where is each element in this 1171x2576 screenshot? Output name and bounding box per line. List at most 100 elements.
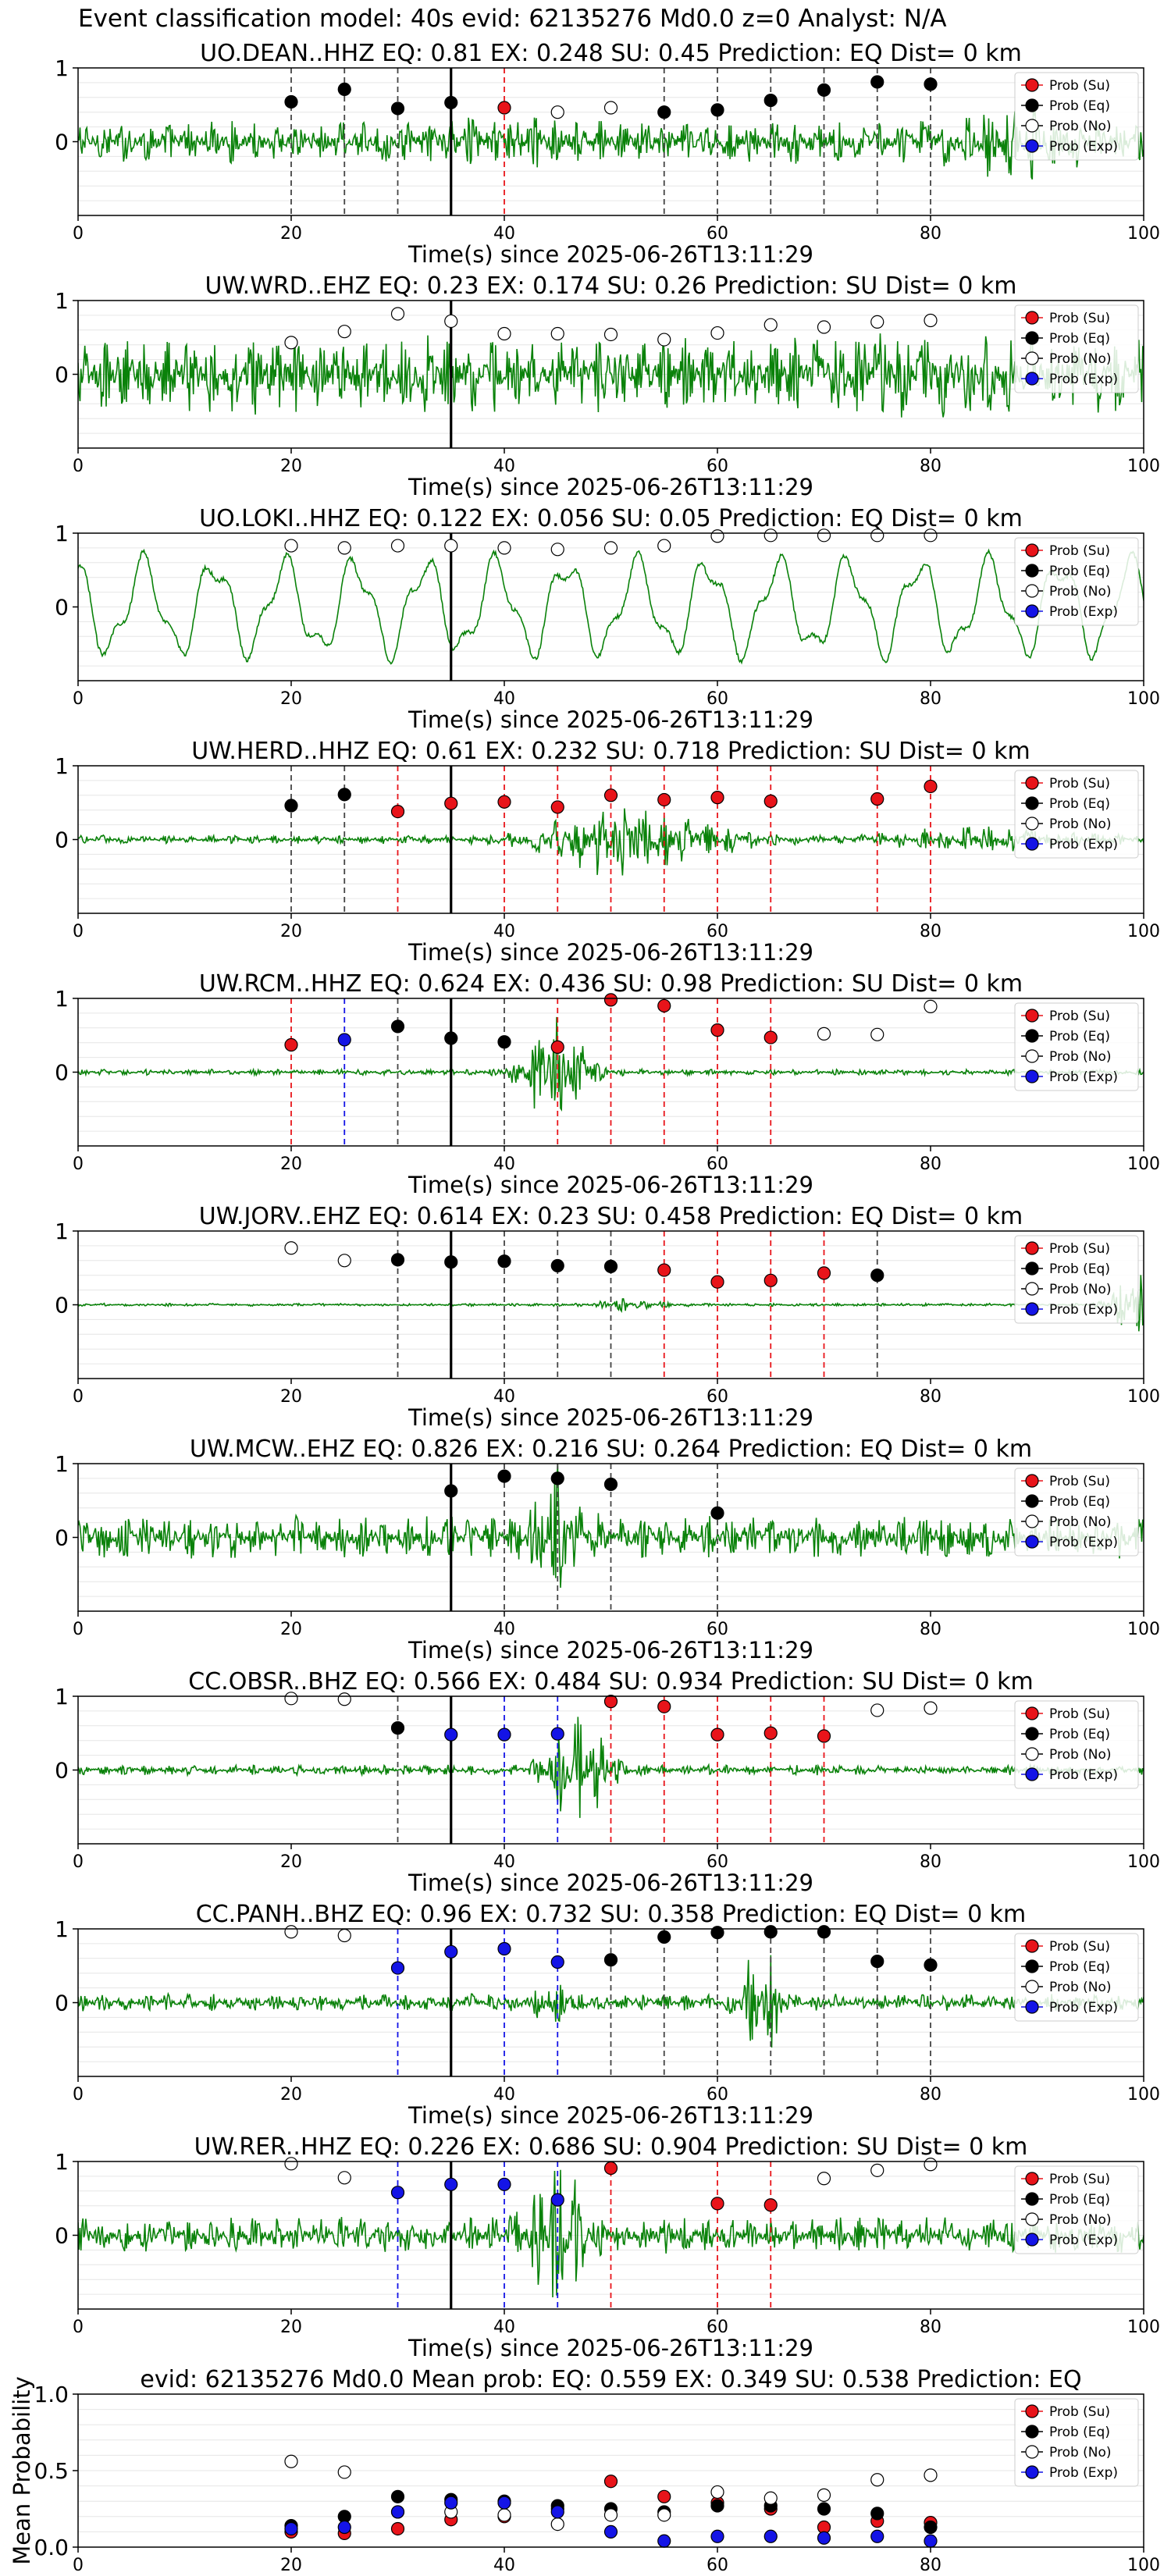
prob-point-su	[497, 101, 511, 115]
legend-box	[1014, 2165, 1139, 2254]
x-tick-label: 0	[73, 2318, 84, 2337]
x-tick-label: 40	[493, 224, 515, 244]
prob-point-no	[870, 1027, 884, 1041]
x-tick-label: 80	[920, 1620, 941, 1639]
prob-point-eq	[817, 1925, 831, 1939]
prob-point-eq	[337, 788, 351, 802]
prob-point-exp	[390, 2186, 405, 2200]
y-tick-label: 1	[55, 1219, 69, 1244]
y-tick-label: 1	[55, 55, 69, 81]
x-axis-label: Time(s) since 2025-06-26T13:11:29	[408, 241, 813, 268]
legend-marker-no	[1025, 119, 1039, 133]
legend-label: Prob (No)	[1049, 1980, 1112, 1995]
legend-label: Prob (Su)	[1049, 1706, 1110, 1722]
prob-point-eq	[603, 1477, 618, 1492]
prob-point-no	[337, 1928, 351, 1943]
prob-point-eq	[710, 1926, 724, 1940]
x-axis-label: Time(s) since 2025-06-26T13:11:29	[408, 939, 813, 966]
y-tick-label: 0	[55, 2223, 69, 2249]
x-tick-label: 0	[73, 2085, 84, 2105]
legend-marker-exp	[1025, 2000, 1039, 2014]
prob-point-eq	[284, 799, 298, 813]
legend-label: Prob (No)	[1049, 1049, 1112, 1065]
prob-point-su	[924, 779, 938, 794]
prob-point-eq	[657, 1930, 671, 1944]
x-axis-label: Time(s) since 2025-06-26T13:11:29	[408, 1870, 813, 1896]
prob-point-exp	[924, 2534, 938, 2548]
legend-marker-eq	[1025, 796, 1039, 810]
prob-point-su	[603, 788, 618, 802]
x-tick-label: 20	[280, 2556, 302, 2575]
legend-label: Prob (No)	[1049, 2212, 1112, 2228]
y-tick-label: 0	[55, 1758, 69, 1784]
legend-marker-exp	[1025, 2233, 1039, 2247]
prob-point-no	[284, 2454, 298, 2468]
y-tick-label: 1	[55, 2149, 69, 2175]
x-tick-label: 20	[280, 1387, 302, 1407]
x-tick-label: 40	[493, 689, 515, 709]
prob-point-no	[657, 333, 671, 347]
prob-point-eq	[390, 101, 405, 116]
legend-marker-eq	[1025, 2425, 1039, 2439]
legend-label: Prob (No)	[1049, 817, 1112, 832]
legend-label: Prob (Exp)	[1049, 2233, 1118, 2248]
y-tick-label: 0	[55, 130, 69, 155]
x-tick-label: 60	[707, 457, 728, 476]
y-tick-label: 0	[55, 1525, 69, 1551]
legend-label: Prob (Su)	[1049, 1241, 1110, 1257]
y-tick-label: 0	[55, 1060, 69, 1086]
legend-box	[1014, 1468, 1139, 1557]
legend-box	[1014, 537, 1139, 626]
prob-point-no	[763, 2491, 778, 2505]
prob-point-su	[603, 2161, 618, 2176]
prob-point-no	[603, 101, 618, 115]
prob-point-no	[924, 313, 938, 328]
legend: Prob (Su) Prob (Eq) Prob (No) Prob (Exp)	[1014, 72, 1139, 161]
legend-label: Prob (Su)	[1049, 1939, 1110, 1955]
x-tick-label: 20	[280, 922, 302, 941]
prob-point-eq	[710, 2499, 724, 2513]
panel-3: UO.LOKI..HHZ EQ: 0.122 EX: 0.056 SU: 0.0…	[55, 505, 1160, 733]
legend-marker-su	[1025, 311, 1039, 325]
prob-point-exp	[337, 2520, 351, 2535]
x-axis-label: Time(s) since 2025-06-26T13:11:29	[408, 474, 813, 500]
legend-marker-su	[1025, 1939, 1039, 1953]
prob-point-no	[337, 325, 351, 339]
prob-point-exp	[390, 1961, 405, 1975]
x-tick-label: 100	[1127, 1387, 1160, 1407]
prob-point-no	[817, 1026, 831, 1041]
prob-point-eq	[924, 2520, 938, 2535]
panel-8: CC.OBSR..BHZ EQ: 0.566 EX: 0.484 SU: 0.9…	[55, 1668, 1160, 1896]
panel-6: UW.JORV..EHZ EQ: 0.614 EX: 0.23 SU: 0.45…	[55, 1203, 1160, 1431]
legend-label: Prob (Eq)	[1049, 1959, 1110, 1975]
prob-point-eq	[924, 77, 938, 91]
legend-marker-su	[1025, 543, 1039, 557]
prob-point-eq	[390, 1253, 405, 1267]
y-tick-label: 0	[55, 827, 69, 853]
y-tick-label: 0.0	[34, 2535, 69, 2560]
x-tick-label: 100	[1127, 1620, 1160, 1639]
legend-label: Prob (Exp)	[1049, 1767, 1118, 1783]
x-tick-label: 20	[280, 457, 302, 476]
prob-point-exp	[497, 1941, 511, 1956]
legend-label: Prob (No)	[1049, 1282, 1112, 1297]
x-tick-label: 20	[280, 224, 302, 244]
x-tick-label: 40	[493, 1387, 515, 1407]
legend-label: Prob (No)	[1049, 584, 1112, 600]
legend: Prob (Su) Prob (Eq) Prob (No) Prob (Exp)	[1014, 1235, 1139, 1324]
x-tick-label: 60	[707, 2556, 728, 2575]
prob-point-no	[497, 326, 511, 341]
prob-point-su	[657, 998, 671, 1013]
prob-point-eq	[444, 1255, 458, 1269]
prob-point-eq	[710, 103, 724, 117]
legend-box	[1014, 304, 1139, 393]
legend-marker-eq	[1025, 1029, 1039, 1043]
legend-marker-exp	[1025, 1767, 1039, 1781]
x-tick-label: 0	[73, 1387, 84, 1407]
x-tick-label: 20	[280, 1620, 302, 1639]
prob-point-no	[337, 541, 351, 555]
prob-point-no	[497, 541, 511, 555]
panel-10: UW.RER..HHZ EQ: 0.226 EX: 0.686 SU: 0.90…	[55, 2133, 1160, 2361]
prob-point-su	[657, 2489, 671, 2503]
